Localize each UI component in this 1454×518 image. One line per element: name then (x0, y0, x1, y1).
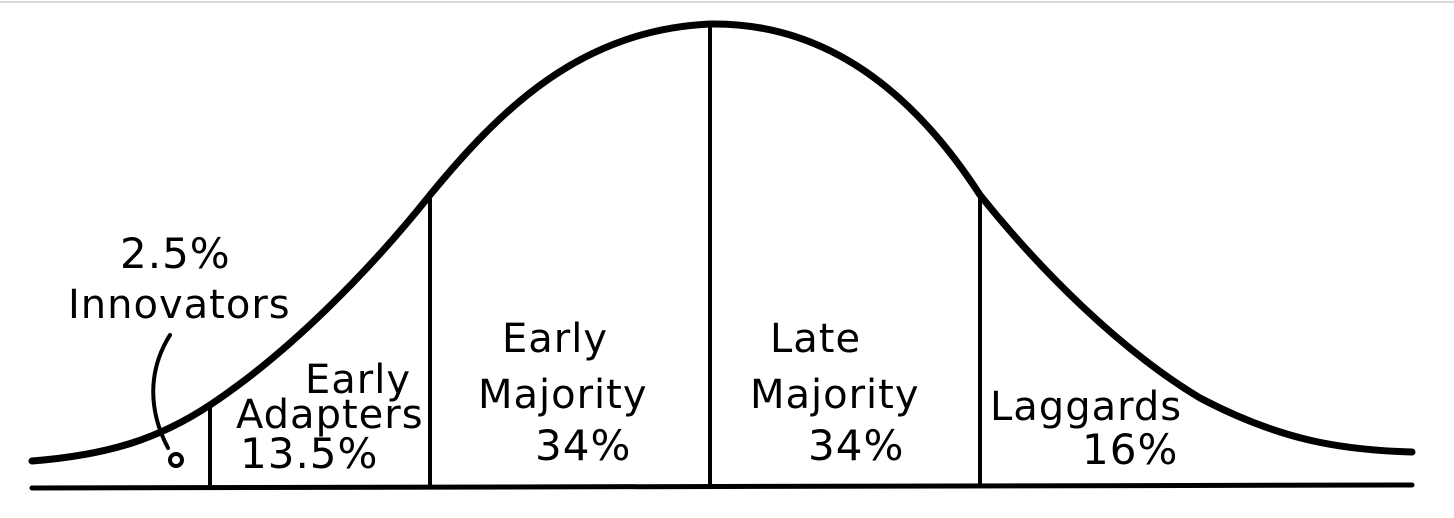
early-adopters-label-line2: Adapters (236, 392, 424, 438)
laggards-percent: 16% (1082, 425, 1178, 474)
late-majority-percent: 34% (808, 421, 904, 470)
early-majority-label-line1: Early (502, 316, 608, 362)
early-adopters-percent: 13.5% (240, 429, 378, 478)
innovators-pointer (151, 333, 172, 450)
baseline (29, 482, 1415, 491)
late-majority-label-line2: Majority (750, 372, 920, 418)
innovators-percent: 2.5% (120, 229, 231, 278)
early-majority-percent: 34% (535, 421, 631, 470)
early-adopters-label-line1: Early (305, 357, 411, 403)
laggards-label: Laggards (990, 384, 1182, 430)
innovators-dot (168, 452, 184, 468)
late-majority-label-line1: Late (770, 316, 861, 362)
innovators-label: Innovators (68, 282, 291, 328)
early-majority-label-line2: Majority (478, 372, 648, 418)
